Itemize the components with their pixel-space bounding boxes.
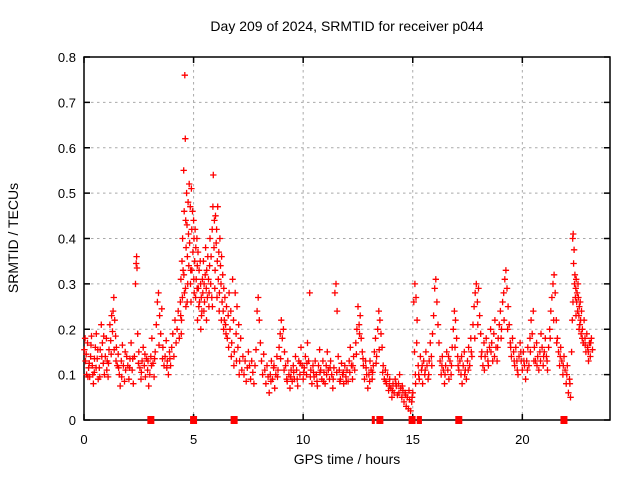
x-tick-label: 5 — [190, 432, 197, 447]
scatter-plus-markers — [81, 72, 596, 415]
y-tick-label: 0.2 — [58, 322, 76, 337]
x-tick-label: 10 — [296, 432, 310, 447]
event-markers — [147, 416, 568, 424]
event-narrow-square — [371, 416, 375, 424]
y-tick-label: 0 — [69, 413, 76, 428]
event-square — [560, 416, 568, 424]
event-square — [408, 416, 416, 424]
y-tick-label: 0.4 — [58, 232, 76, 247]
event-square — [230, 416, 238, 424]
y-tick-label: 0.7 — [58, 95, 76, 110]
y-tick-label: 0.5 — [58, 186, 76, 201]
x-axis-label: GPS time / hours — [294, 451, 401, 467]
y-tick-label: 0.8 — [58, 50, 76, 65]
x-tick-label: 20 — [515, 432, 529, 447]
event-square — [376, 416, 384, 424]
event-square — [455, 416, 463, 424]
data-points — [81, 72, 596, 415]
event-square — [190, 416, 198, 424]
axes — [83, 56, 611, 421]
event-square — [147, 416, 155, 424]
event-narrow-square — [418, 416, 422, 424]
y-tick-label: 0.6 — [58, 141, 76, 156]
y-tick-label: 0.3 — [58, 277, 76, 292]
y-axis-label: SRMTID / TECUs — [5, 183, 21, 293]
chart-title: Day 209 of 2024, SRMTID for receiver p04… — [210, 18, 483, 34]
x-tick-label: 15 — [406, 432, 420, 447]
tick-labels: 0 0.1 0.2 0.3 0.4 0.5 0.6 0.7 0.8 0 5 10 15 20 — [58, 50, 530, 447]
event-narrow-square — [416, 416, 420, 424]
x-tick-label: 0 — [80, 432, 87, 447]
y-tick-label: 0.1 — [58, 368, 76, 383]
